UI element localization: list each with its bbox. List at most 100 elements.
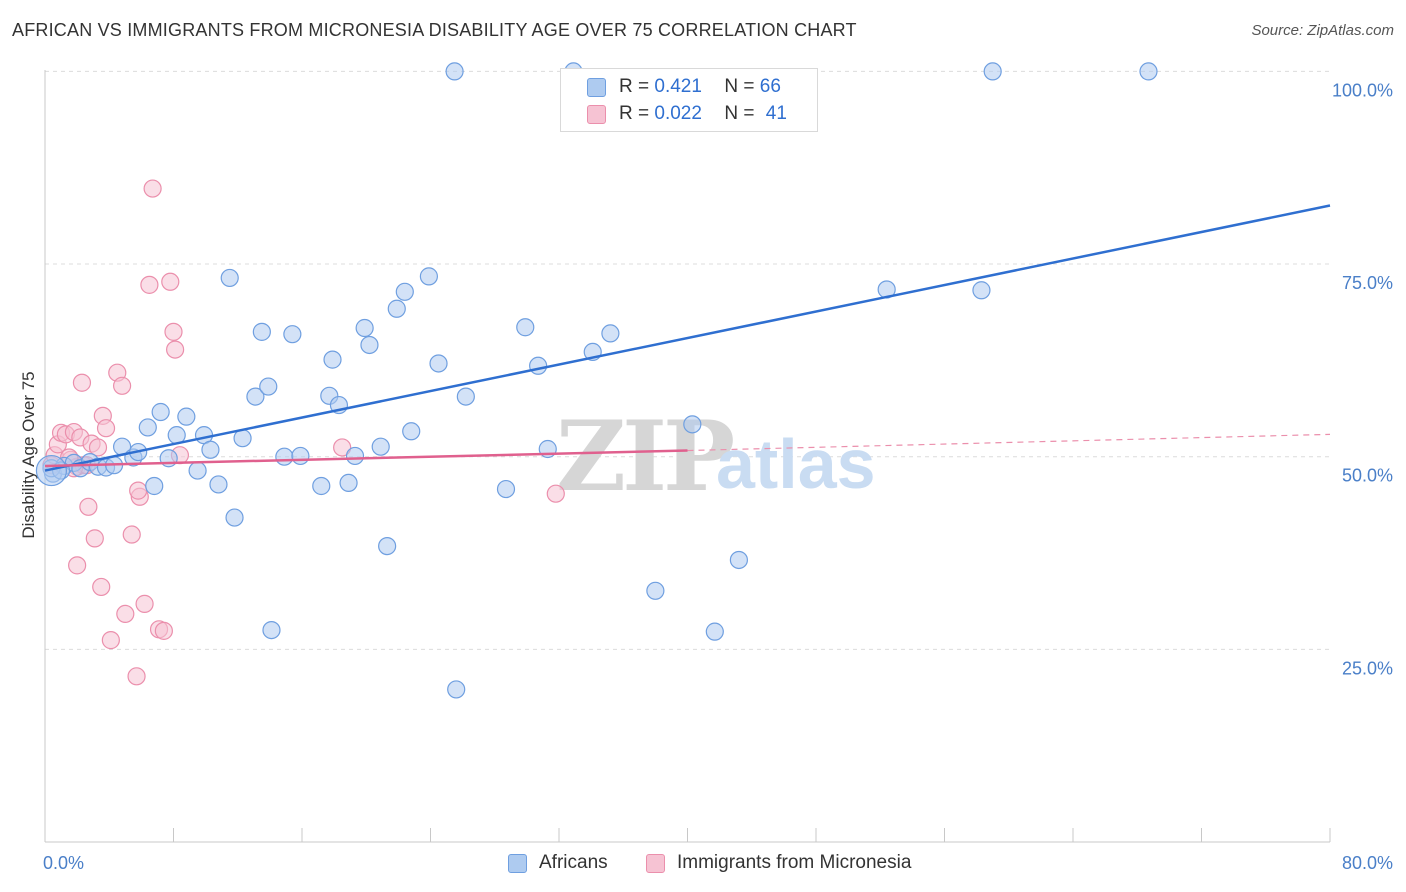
africans-point [683, 415, 702, 434]
africans-point [275, 447, 294, 466]
africans-point [252, 322, 271, 341]
africans-point [225, 508, 244, 527]
africans-point [496, 479, 516, 499]
africans-point [246, 387, 265, 406]
legend-n-value: 41 [765, 103, 787, 124]
y-axis-label: Disability Age Over 75 [19, 371, 38, 538]
micronesia-point [68, 556, 87, 575]
africans-point [378, 536, 397, 556]
legend-n-label: N = [724, 103, 755, 124]
micronesia-point [122, 525, 141, 544]
trend-lines [44, 204, 1331, 472]
micronesia-point [333, 438, 352, 457]
micronesia-point [161, 272, 180, 291]
y-tick-label: 25.0% [1342, 658, 1393, 678]
micronesia-point [164, 322, 183, 341]
africans-point [259, 377, 278, 396]
africans-trend-line [44, 204, 1331, 472]
legend-row-micronesia: R = 0.022 N = 41 [587, 102, 787, 126]
micronesia-point [96, 419, 116, 438]
africans-point [447, 680, 466, 699]
africans-point [188, 461, 207, 480]
africans-point [371, 437, 390, 456]
series-micronesia-points [42, 179, 565, 686]
watermark-zip: ZIP [556, 400, 733, 513]
africans-point [283, 325, 302, 344]
africans-point [983, 62, 1002, 81]
legend-label-micronesia: Immigrants from Micronesia [677, 852, 912, 873]
africans-point [402, 422, 421, 441]
legend-r-label: R = [619, 103, 650, 124]
micronesia-point [140, 275, 159, 294]
africans-point [972, 281, 991, 300]
micronesia-point [92, 577, 111, 597]
axes [44, 70, 1331, 843]
legend-r-label: R = [619, 76, 650, 97]
africans-point [456, 387, 475, 406]
watermark: ZIP atlas [556, 400, 876, 513]
africans-point [429, 354, 448, 373]
legend-item-micronesia[interactable]: Immigrants from Micronesia [646, 852, 911, 874]
micronesia-point [135, 594, 154, 613]
africans-point [387, 299, 406, 318]
tick-labels: 100.0% 75.0% 50.0% 25.0% 0.0% 80.0% [43, 80, 1393, 873]
x-tick-label: 80.0% [1342, 853, 1393, 873]
africans-point [729, 550, 749, 570]
gridlines [45, 70, 1330, 650]
africans-point [177, 407, 196, 426]
legend-item-africans[interactable]: Africans [508, 852, 608, 874]
legend-swatch-micronesia [587, 104, 606, 124]
africans-point [516, 318, 535, 337]
africans-point [262, 620, 281, 640]
africans-point [209, 475, 228, 494]
legend-label-africans: Africans [539, 852, 608, 873]
micronesia-trend-line [44, 449, 688, 468]
micronesia-point [79, 497, 98, 516]
africans-point-cluster [35, 454, 68, 487]
legend-swatch-africans [508, 853, 527, 873]
chart-title: AFRICAN VS IMMIGRANTS FROM MICRONESIA DI… [12, 20, 857, 40]
africans-point [220, 268, 239, 288]
y-tick-label: 50.0% [1342, 466, 1393, 486]
africans-point [138, 418, 157, 437]
africans-point [312, 476, 331, 496]
micronesia-point [116, 604, 135, 624]
micronesia-point [112, 376, 132, 395]
legend-n-label: N = [724, 76, 755, 97]
africans-point [145, 476, 164, 496]
africans-point [201, 440, 220, 459]
correlation-legend: R = 0.421 N = 66 R = 0.022 N = 41 [560, 68, 818, 132]
micronesia-point [101, 631, 120, 650]
africans-point [355, 318, 374, 338]
watermark-atlas: atlas [716, 425, 876, 503]
africans-point [339, 473, 358, 493]
series-africans-points [35, 62, 1158, 699]
legend-swatch-micronesia [646, 853, 665, 873]
legend-n-value: 66 [759, 76, 781, 97]
micronesia-point [129, 481, 148, 500]
source-credit: Source: ZipAtlas.com [1251, 22, 1394, 39]
africans-point [705, 622, 724, 641]
legend-swatch-africans [587, 77, 606, 97]
africans-point [291, 446, 310, 466]
micronesia-point [127, 667, 146, 686]
micronesia-point [85, 529, 104, 548]
legend-r-value: 0.022 [654, 103, 702, 124]
micronesia-point [154, 621, 173, 640]
legend-row-africans: R = 0.421 N = 66 [587, 75, 781, 99]
africans-point [601, 324, 620, 343]
africans-point [646, 581, 665, 600]
legend-r-value: 0.421 [654, 76, 702, 97]
micronesia-point [88, 438, 108, 457]
africans-point [345, 446, 365, 466]
y-tick-label: 100.0% [1332, 80, 1393, 100]
africans-point [360, 335, 379, 355]
x-tick-label: 0.0% [43, 853, 84, 873]
africans-point [445, 62, 464, 81]
micronesia-point [546, 484, 565, 503]
africans-point [151, 402, 170, 422]
africans-point [419, 267, 438, 286]
y-tick-label: 75.0% [1342, 273, 1393, 293]
africans-point [529, 356, 548, 375]
